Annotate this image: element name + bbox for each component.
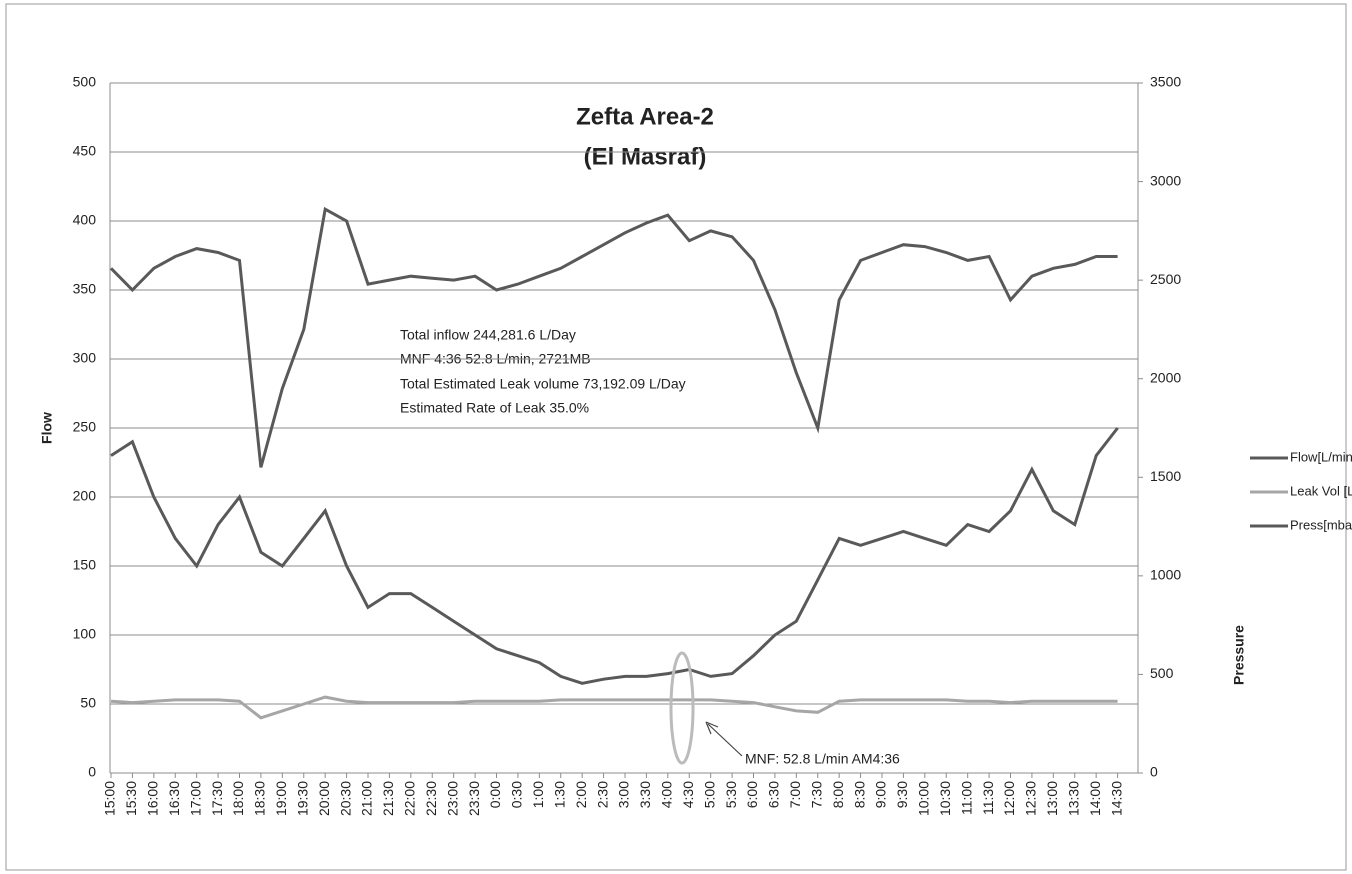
x-tick-label: 19:00 xyxy=(273,781,289,816)
x-tick-label: 2:30 xyxy=(594,781,610,808)
x-tick-label: 9:30 xyxy=(894,781,910,808)
x-tick-label: 3:00 xyxy=(616,781,632,808)
y-tick-label: 300 xyxy=(73,350,97,366)
y2-tick-label: 2000 xyxy=(1150,369,1181,385)
y-tick-label: 100 xyxy=(73,626,97,642)
series-line xyxy=(109,206,1118,468)
y-tick-label: 200 xyxy=(73,488,97,504)
mnf-arrow xyxy=(707,723,743,757)
x-tick-label: 15:00 xyxy=(102,781,118,816)
x-tick-label: 0:30 xyxy=(509,781,525,808)
x-tick-label: 18:00 xyxy=(230,781,246,816)
chart-title: Zefta Area-2 xyxy=(576,103,714,130)
x-tick-label: 14:30 xyxy=(1108,781,1124,816)
x-tick-label: 1:00 xyxy=(530,781,546,808)
mnf-arrowhead xyxy=(705,721,719,735)
y-tick-label: 350 xyxy=(73,281,97,297)
x-tick-label: 23:30 xyxy=(466,781,482,816)
x-tick-label: 10:00 xyxy=(916,781,932,816)
x-tick-label: 12:00 xyxy=(1001,781,1017,816)
series-line xyxy=(110,695,1118,720)
x-tick-label: 11:30 xyxy=(980,781,996,815)
x-tick-label: 6:00 xyxy=(744,781,760,808)
x-tick-label: 5:30 xyxy=(723,781,739,808)
x-tick-label: 22:00 xyxy=(402,781,418,816)
x-tick-label: 0:00 xyxy=(487,781,503,808)
legend-label: Leak Vol [L/min] xyxy=(1290,483,1352,498)
y2-tick-label: 0 xyxy=(1150,764,1158,780)
x-tick-label: 2:00 xyxy=(573,781,589,808)
x-tick-label: 17:00 xyxy=(187,781,203,816)
y-axis-label: Flow xyxy=(39,412,55,444)
chart-subtitle: (El Masraf) xyxy=(584,143,707,170)
y-tick-label: 150 xyxy=(73,557,97,573)
annotation: Total Estimated Leak volume 73,192.09 L/… xyxy=(400,376,686,392)
x-tick-label: 8:30 xyxy=(851,781,867,808)
x-tick-label: 19:30 xyxy=(294,781,310,816)
x-tick-label: 10:30 xyxy=(937,781,953,816)
x-tick-label: 8:00 xyxy=(830,781,846,808)
x-tick-label: 20:00 xyxy=(316,781,332,816)
mnf-ellipse xyxy=(669,651,695,765)
y2-axis-label: Pressure xyxy=(1231,625,1247,685)
y-tick-label: 500 xyxy=(73,74,97,90)
y-tick-label: 250 xyxy=(73,419,97,435)
x-tick-label: 20:30 xyxy=(337,781,353,816)
y2-tick-label: 1500 xyxy=(1150,468,1181,484)
x-tick-label: 21:30 xyxy=(380,781,396,816)
x-tick-label: 5:00 xyxy=(701,781,717,808)
series-line xyxy=(110,427,1119,685)
x-tick-label: 22:30 xyxy=(423,781,439,816)
x-tick-label: 12:30 xyxy=(1023,781,1039,816)
x-tick-label: 11:00 xyxy=(958,781,974,815)
x-tick-label: 16:00 xyxy=(145,781,161,816)
legend-label: Press[mbar] xyxy=(1290,517,1352,532)
y-tick-label: 450 xyxy=(73,143,97,159)
x-tick-label: 16:30 xyxy=(166,781,182,816)
x-tick-label: 7:30 xyxy=(808,781,824,808)
x-tick-label: 23:00 xyxy=(444,781,460,816)
x-tick-label: 4:30 xyxy=(680,781,696,808)
x-tick-label: 18:30 xyxy=(252,781,268,816)
y-tick-label: 0 xyxy=(88,764,96,780)
y2-tick-label: 1000 xyxy=(1150,567,1181,583)
x-tick-label: 3:30 xyxy=(637,781,653,808)
y2-tick-label: 500 xyxy=(1150,665,1174,681)
y-tick-label: 400 xyxy=(73,212,97,228)
chart-border xyxy=(5,3,1347,871)
y2-tick-label: 3500 xyxy=(1150,74,1181,90)
y2-tick-label: 3000 xyxy=(1150,172,1181,188)
x-tick-label: 9:00 xyxy=(873,781,889,808)
x-tick-label: 13:00 xyxy=(1044,781,1060,816)
x-tick-label: 4:00 xyxy=(659,781,675,808)
y2-tick-label: 2500 xyxy=(1150,271,1181,287)
x-tick-label: 13:30 xyxy=(1065,781,1081,816)
x-tick-label: 6:30 xyxy=(766,781,782,808)
x-tick-label: 15:30 xyxy=(123,781,139,816)
y-tick-label: 50 xyxy=(80,695,96,711)
x-tick-label: 7:00 xyxy=(787,781,803,808)
legend-label: Flow[L/min] xyxy=(1290,449,1352,464)
x-tick-label: 14:00 xyxy=(1087,781,1103,816)
annotation: Total inflow 244,281.6 L/Day xyxy=(400,327,576,343)
x-tick-label: 1:30 xyxy=(551,781,567,808)
annotation: MNF: 52.8 L/min AM4:36 xyxy=(745,751,900,767)
x-tick-label: 17:30 xyxy=(209,781,225,816)
annotation: Estimated Rate of Leak 35.0% xyxy=(400,400,589,416)
x-tick-label: 21:00 xyxy=(359,781,375,816)
